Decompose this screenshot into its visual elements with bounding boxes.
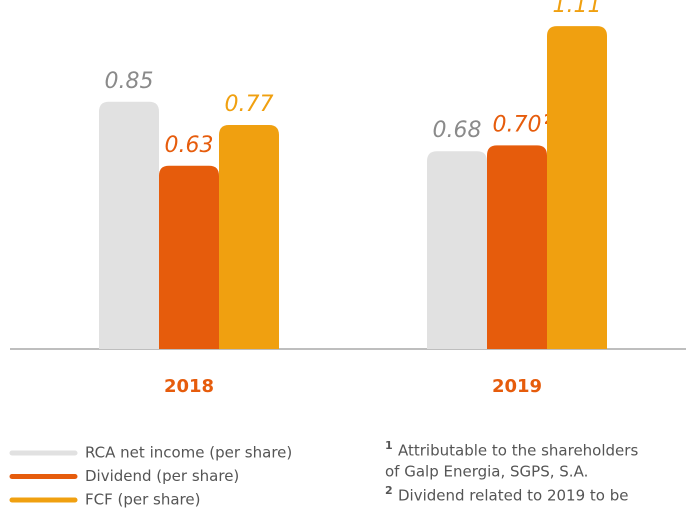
bar: [219, 125, 279, 349]
bar: [487, 145, 547, 349]
data-label: 0.70: [493, 112, 542, 137]
data-label: 0.63: [165, 133, 214, 158]
bar: [99, 101, 159, 350]
footnote-text: Attributable to the shareholders: [398, 442, 638, 460]
data-label: 0.68: [433, 118, 482, 143]
legend-label: FCF (per share): [85, 491, 200, 509]
bar: [159, 165, 219, 349]
data-label: 0.85: [105, 69, 154, 94]
legend-label: RCA net income (per share): [85, 444, 292, 462]
footnote-text: Dividend related to 2019 to be: [398, 487, 628, 505]
footnote-marker: 1: [385, 439, 393, 452]
legend-label: Dividend (per share): [85, 467, 239, 485]
footnote-text: of Galp Energia, SGPS, S.A.: [385, 463, 588, 481]
x-tick-label: 2019: [492, 376, 542, 397]
data-label: 0.77: [225, 92, 274, 117]
bar: [547, 26, 607, 350]
data-label: 1.11: [553, 0, 602, 18]
footnote-marker: 2: [385, 484, 393, 497]
x-tick-label: 2018: [164, 376, 214, 397]
bar: [427, 151, 487, 349]
